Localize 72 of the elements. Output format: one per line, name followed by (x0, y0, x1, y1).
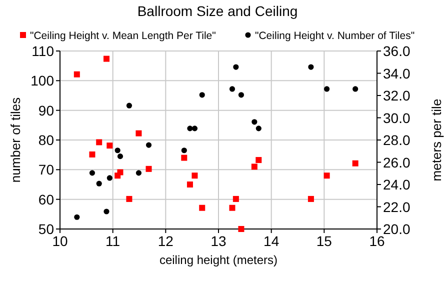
y-tick-label: 50 (38, 221, 54, 237)
y2-tick-label: 36.0 (383, 43, 410, 59)
point (104, 208, 110, 214)
point (251, 164, 258, 170)
point (96, 180, 102, 186)
y-tick-label: 90 (38, 102, 54, 118)
point (256, 157, 262, 164)
y-axis-title: number of tiles (8, 96, 23, 183)
point (192, 126, 198, 132)
point (74, 214, 80, 220)
point (117, 154, 124, 160)
y2-tick-label: 26.0 (383, 154, 410, 170)
y2-tick-label: 20.0 (383, 221, 410, 237)
point (181, 148, 187, 154)
point (232, 196, 239, 202)
x-tick-label: 15 (316, 233, 332, 249)
y2-tick-label: 28.0 (383, 132, 410, 148)
x-tick-label: 12 (158, 233, 174, 249)
point (106, 142, 113, 149)
point (238, 92, 244, 98)
point (352, 86, 358, 92)
point (106, 175, 112, 181)
y-tick-label: 100 (30, 72, 54, 89)
point (89, 170, 96, 176)
point (136, 170, 142, 176)
point (103, 56, 110, 62)
point (324, 172, 330, 179)
y2-tick-label: 22.0 (383, 198, 410, 215)
point (186, 182, 193, 188)
chart-title: Ballroom Size and Ceiling (137, 3, 298, 19)
x-tick-label: 16 (369, 233, 385, 249)
point (126, 196, 132, 202)
legend-label: "Ceiling Height v. Number of Tiles" (255, 30, 415, 42)
point (181, 154, 188, 161)
point (117, 169, 124, 176)
y-tick-label: 80 (38, 132, 54, 148)
point (252, 119, 258, 125)
x-tick-label: 13 (210, 233, 226, 249)
point (126, 102, 132, 108)
point (89, 151, 96, 158)
point (136, 130, 142, 136)
point (238, 226, 244, 232)
point (199, 204, 206, 211)
point (256, 126, 262, 132)
y2-tick-label: 34.0 (383, 65, 410, 82)
x-tick-label: 14 (264, 233, 280, 249)
y2-tick-label: 30.0 (383, 110, 410, 126)
point (74, 71, 80, 78)
legend-label: "Ceiling Height v. Mean Length Per Tile" (30, 30, 216, 42)
y2-axis-title: meters per tile (429, 98, 444, 182)
point (229, 86, 236, 92)
point (324, 86, 330, 92)
point (192, 172, 198, 179)
y2-tick-label: 32.0 (383, 88, 410, 104)
point (352, 160, 358, 166)
point (96, 139, 102, 146)
y-tick-label: 70 (38, 162, 54, 178)
x-axis-title: ceiling height (meters) (159, 253, 278, 267)
point (114, 148, 120, 154)
x-tick-label: 10 (52, 233, 68, 249)
point (199, 92, 205, 98)
point (233, 64, 239, 70)
point (308, 64, 314, 70)
point (146, 142, 152, 148)
point (187, 126, 193, 132)
point (308, 196, 314, 202)
y2-tick-label: 24.0 (383, 176, 410, 192)
y-tick-label: 60 (38, 191, 54, 208)
point (146, 166, 152, 172)
point (229, 204, 236, 211)
x-tick-label: 11 (106, 233, 120, 249)
y-tick-label: 110 (32, 43, 54, 59)
